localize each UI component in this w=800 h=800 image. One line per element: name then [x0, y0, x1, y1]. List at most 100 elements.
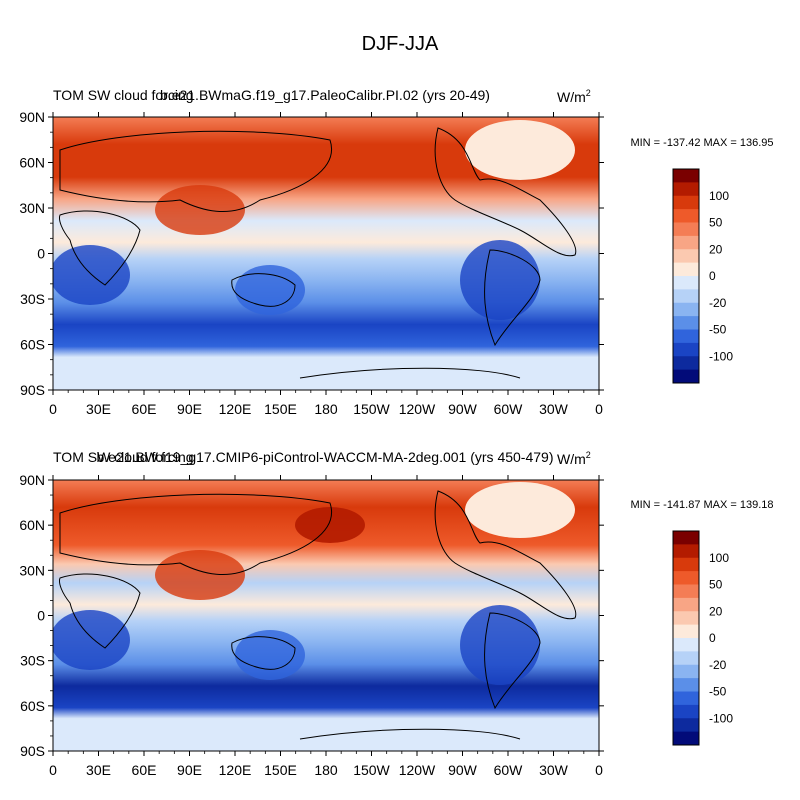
colorbar-bin [673, 235, 699, 250]
x-tick-label: 60E [132, 401, 157, 417]
x-tick-label: 120E [219, 762, 252, 778]
x-tick-label: 90E [177, 401, 202, 417]
x-tick-label: 30E [86, 401, 111, 417]
panel-center-title: b.e21.BW.f19_g17.CMIP6-piControl-WACCM-M… [96, 449, 553, 465]
x-tick-label: 30E [86, 762, 111, 778]
coastline-south-america [484, 249, 541, 347]
y-tick-label: 60N [19, 517, 45, 533]
y-tick-label: 30S [20, 653, 45, 669]
x-tick-label: 120W [399, 762, 436, 778]
x-tick-label: 150W [353, 762, 390, 778]
colorbar: 100 50 20 0 -20 -50 -100 [672, 168, 733, 384]
x-tick-label: 30W [539, 762, 569, 778]
greenland-anomaly [465, 120, 575, 180]
coastline-africa [59, 573, 141, 649]
x-tick-label: 0 [595, 762, 603, 778]
x-tick-label: 0 [49, 762, 57, 778]
colorbar-label: 20 [709, 242, 723, 256]
colorbar-bin [673, 718, 699, 733]
units-label: W/m2 [557, 88, 591, 105]
x-tick-label: 0 [49, 401, 57, 417]
y-tick-label: 90S [20, 382, 45, 398]
coastline-americas-north [434, 127, 577, 257]
colorbar-bin [673, 262, 699, 277]
min-max-stats: MIN = -141.87 MAX = 139.18 [630, 499, 773, 511]
colorbar-bin [673, 316, 699, 330]
x-tick-label: 0 [595, 401, 603, 417]
colorbar-bin [673, 369, 699, 384]
colorbar-label: -100 [709, 349, 733, 363]
north-pacific-anomaly [295, 507, 365, 543]
x-tick-label: 60W [494, 401, 524, 417]
colorbar-bin [673, 651, 699, 666]
colorbar-bin [673, 195, 699, 210]
africa-anomaly [53, 245, 130, 305]
colorbar: 100 50 20 0 -20 -50 -100 [672, 530, 733, 746]
x-tick-label: 120E [219, 401, 252, 417]
colorbar-bin [673, 584, 699, 599]
y-tick-label: 30S [20, 291, 45, 307]
y-tick-label: 90N [19, 472, 45, 488]
y-tick-label: 0 [37, 608, 45, 624]
colorbar-label: -20 [709, 296, 727, 310]
y-tick-label: 60S [20, 337, 45, 353]
x-tick-label: 60E [132, 762, 157, 778]
colorbar-bin [673, 329, 699, 344]
colorbar-label: -50 [709, 685, 727, 699]
colorbar-bin [673, 182, 699, 197]
panel-left-title: TOM SW cloud forcing [53, 87, 194, 103]
y-tick-label: 90S [20, 743, 45, 759]
coastline-south-america [484, 612, 541, 710]
panel-center-title: b.e21.BWmaG.f19_g17.PaleoCalibr.PI.02 (y… [160, 87, 490, 103]
coastline-antarctica [299, 728, 521, 740]
colorbar-bin [673, 597, 699, 612]
colorbar-bin [673, 731, 699, 746]
colorbar-label: 100 [709, 551, 729, 565]
colorbar-bin [673, 169, 699, 183]
y-tick-label: 60S [20, 698, 45, 714]
coastline-australia [231, 636, 296, 670]
x-tick-label: 150W [353, 401, 390, 417]
colorbar-label: 50 [709, 578, 723, 592]
x-tick-label: 150E [264, 762, 297, 778]
colorbar-bin [673, 531, 699, 545]
y-tick-label: 90N [19, 109, 45, 125]
y-tick-label: 30N [19, 200, 45, 216]
min-max-stats: MIN = -137.42 MAX = 136.95 [630, 137, 773, 149]
colorbar-bin [673, 704, 699, 719]
x-tick-label: 90W [448, 762, 478, 778]
x-axis: 0 30E 60E 90E 120E 150E 180 150W 120W 90W 60W 30W 0 [49, 475, 603, 778]
coastline-eurasia [59, 493, 333, 576]
colorbar-bin [673, 638, 699, 652]
coastline-antarctica [299, 367, 521, 379]
greenland-anomaly [465, 482, 575, 538]
panel-left-title: TOM SW cloud forcing [53, 449, 194, 465]
colorbar-bin [673, 222, 699, 237]
africa-anomaly [53, 610, 130, 670]
asia-anomaly [155, 550, 245, 600]
coastline-americas-north [434, 490, 577, 620]
asia-anomaly [155, 185, 245, 235]
panel-bottom: TOM SW cloud forcing b.e21.BW.f19_g17.CM… [19, 449, 773, 778]
coastline-eurasia [59, 130, 333, 213]
y-tick-label: 60N [19, 155, 45, 171]
colorbar-bin [673, 557, 699, 572]
colorbar-frame [672, 168, 700, 384]
colorbar-bin [673, 209, 699, 223]
colorbar-bin [673, 356, 699, 371]
colorbar-bin [673, 249, 699, 264]
colorbar-label: 100 [709, 189, 729, 203]
colorbar-bin [673, 342, 699, 357]
y-axis: 90N 60N 30N 0 30S 60S 90S [19, 109, 604, 398]
coastline-australia [231, 273, 296, 307]
colorbar-bin [673, 611, 699, 626]
x-tick-label: 30W [539, 401, 569, 417]
colorbar-bin [673, 571, 699, 585]
x-tick-label: 90W [448, 401, 478, 417]
colorbar-frame [672, 530, 700, 746]
x-axis: 0 30E 60E 90E 120E 150E 180 150W 120W 90W 60W 30W 0 [49, 112, 603, 417]
coastline-africa [59, 210, 141, 286]
colorbar-bin [673, 664, 699, 679]
x-tick-label: 180 [314, 762, 338, 778]
colorbar-label: -50 [709, 323, 727, 337]
